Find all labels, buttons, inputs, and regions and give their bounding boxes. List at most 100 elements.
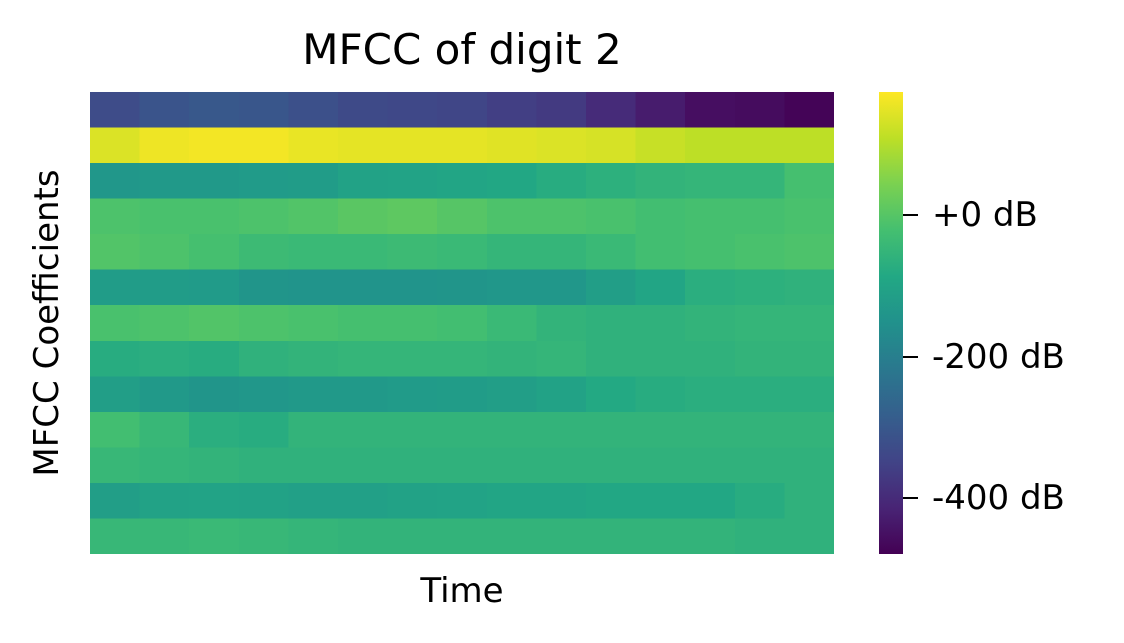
heatmap-cell: [90, 340, 141, 377]
heatmap-cell: [685, 198, 736, 235]
heatmap-cell: [685, 411, 736, 448]
heatmap-cell: [338, 447, 389, 484]
colorbar-tick-label: -200 dB: [932, 336, 1065, 377]
heatmap-cell: [139, 376, 190, 413]
heatmap-cell: [437, 198, 488, 235]
heatmap-cell: [338, 127, 389, 164]
heatmap-cell: [685, 163, 736, 200]
heatmap-cell: [635, 482, 686, 520]
heatmap-cell: [586, 376, 637, 413]
heatmap-cell: [734, 92, 785, 129]
heatmap-cell: [437, 340, 488, 377]
heatmap-cell: [586, 447, 637, 484]
heatmap-cell: [189, 340, 240, 377]
heatmap-cell: [90, 482, 141, 520]
heatmap-cell: [784, 269, 834, 306]
heatmap-cell: [238, 234, 289, 271]
heatmap-cell: [338, 92, 389, 129]
heatmap-cell: [288, 376, 339, 413]
heatmap-cell: [139, 305, 190, 342]
heatmap-cell: [238, 92, 289, 129]
heatmap-cell: [338, 340, 389, 377]
heatmap-cell: [784, 234, 834, 271]
heatmap-cell: [238, 198, 289, 235]
heatmap-cell: [486, 234, 537, 271]
heatmap-cell: [635, 518, 686, 554]
heatmap-cell: [238, 518, 289, 554]
heatmap-cell: [784, 447, 834, 484]
heatmap-cell: [387, 163, 438, 200]
heatmap-cell: [536, 127, 587, 164]
heatmap-cell: [486, 447, 537, 484]
heatmap-cell: [486, 163, 537, 200]
heatmap-cell: [586, 127, 637, 164]
heatmap-cell: [238, 447, 289, 484]
heatmap-cell: [288, 411, 339, 448]
y-axis-label: MFCC Coefficients: [27, 169, 67, 477]
heatmap-cell: [486, 411, 537, 448]
heatmap-cell: [90, 447, 141, 484]
heatmap-cell: [784, 163, 834, 200]
heatmap-cell: [734, 163, 785, 200]
heatmap-cell: [784, 305, 834, 342]
heatmap-cell: [90, 92, 141, 129]
heatmap-cell: [139, 163, 190, 200]
heatmap-cell: [338, 305, 389, 342]
heatmap-cell: [238, 163, 289, 200]
heatmap-cell: [784, 198, 834, 235]
heatmap-cell: [189, 127, 240, 164]
heatmap-cell: [189, 482, 240, 520]
heatmap-cell: [139, 127, 190, 164]
heatmap-cell: [586, 234, 637, 271]
heatmap-cell: [536, 518, 587, 554]
heatmap-cell: [486, 518, 537, 554]
heatmap-cell: [437, 127, 488, 164]
heatmap-cell: [536, 447, 587, 484]
heatmap-cell: [635, 163, 686, 200]
heatmap-cell: [784, 127, 834, 164]
heatmap-cell: [586, 340, 637, 377]
heatmap-cell: [586, 482, 637, 520]
heatmap-cell: [536, 340, 587, 377]
heatmap-cell: [288, 92, 339, 129]
heatmap-cell: [238, 482, 289, 520]
heatmap-cell: [90, 198, 141, 235]
heatmap-cell: [338, 518, 389, 554]
x-axis-label: Time: [420, 571, 504, 611]
heatmap-cell: [189, 269, 240, 306]
heatmap-cell: [437, 482, 488, 520]
colorbar-gradient: [879, 92, 903, 554]
heatmap-cell: [734, 305, 785, 342]
heatmap-cell: [685, 269, 736, 306]
heatmap-cell: [586, 269, 637, 306]
heatmap-cell: [288, 340, 339, 377]
heatmap-cell: [139, 482, 190, 520]
heatmap-cell: [685, 447, 736, 484]
heatmap-cell: [387, 305, 438, 342]
heatmap-cell: [139, 198, 190, 235]
heatmap-cell: [784, 376, 834, 413]
heatmap-cell: [338, 376, 389, 413]
colorbar-tick: [903, 355, 918, 358]
heatmap-cell: [685, 234, 736, 271]
heatmap-cell: [734, 411, 785, 448]
heatmap-cell: [586, 163, 637, 200]
heatmap-cell: [238, 269, 289, 306]
mfcc-heatmap: [90, 92, 834, 554]
heatmap-cell: [288, 127, 339, 164]
heatmap-cell: [486, 376, 537, 413]
heatmap-cell: [734, 376, 785, 413]
heatmap-cell: [685, 518, 736, 554]
heatmap-cell: [635, 269, 686, 306]
heatmap-cell: [685, 482, 736, 520]
heatmap-cell: [387, 482, 438, 520]
colorbar: [879, 92, 903, 554]
colorbar-tick: [903, 214, 918, 217]
heatmap-cell: [338, 163, 389, 200]
heatmap-cell: [586, 411, 637, 448]
heatmap-cell: [387, 198, 438, 235]
heatmap-cell: [586, 305, 637, 342]
heatmap-cell: [784, 482, 834, 520]
heatmap-cell: [387, 340, 438, 377]
heatmap-cell: [734, 447, 785, 484]
